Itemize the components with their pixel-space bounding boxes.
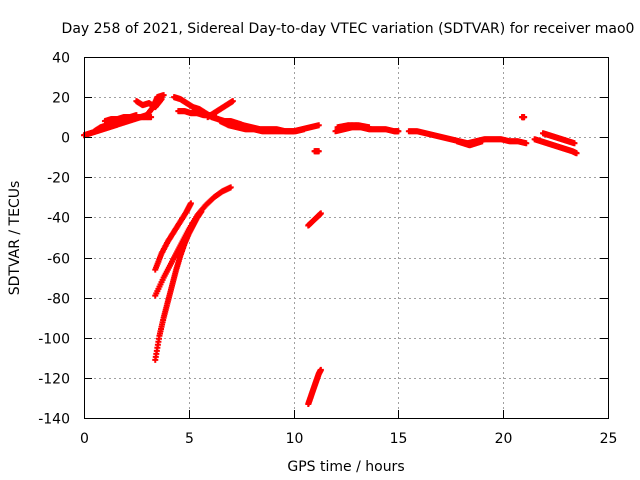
y-tick-label: 20: [52, 91, 70, 107]
data-point: [198, 208, 205, 215]
data-point: [301, 126, 308, 133]
plot-frame: [84, 57, 609, 419]
series-track-s: [152, 208, 205, 363]
series-track-q: [152, 200, 194, 273]
y-tick-labels: 40 20 0 -20 -40 -60 -80 -100 -120 -140: [38, 51, 70, 428]
data-point: [317, 210, 324, 217]
x-tick-label: 15: [390, 431, 408, 447]
y-tick-label: 40: [52, 51, 70, 67]
x-tick-label: 10: [286, 431, 304, 447]
y-tick-label: -20: [47, 171, 70, 187]
y-tick-label: -40: [47, 211, 70, 227]
chart-title: Day 258 of 2021, Sidereal Day-to-day VTE…: [62, 21, 635, 37]
data-point: [160, 92, 167, 99]
y-tick-label: -100: [38, 332, 70, 348]
x-axis-label: GPS time / hours: [287, 459, 404, 475]
series-track-c: [101, 112, 140, 125]
data-points: [81, 92, 580, 407]
y-tick-label: -80: [47, 292, 70, 308]
data-point: [573, 150, 580, 157]
data-point: [317, 366, 324, 373]
series-track-n: [540, 130, 578, 147]
y-tick-label: 0: [61, 131, 70, 147]
series-track-d: [133, 96, 165, 111]
data-point: [479, 138, 486, 145]
y-tick-label: -120: [38, 372, 70, 388]
series-track-t: [305, 210, 324, 229]
series-track-l: [454, 138, 486, 149]
x-tick-label: 20: [495, 431, 513, 447]
data-point: [366, 124, 373, 131]
series-track-u: [305, 366, 324, 407]
x-tick-labels: 0 5 10 15 20 25: [80, 431, 617, 447]
series-track-p: [311, 148, 322, 155]
data-point: [523, 140, 530, 147]
data-point: [315, 148, 322, 155]
axis-ticks: [84, 57, 609, 419]
series-track-h: [217, 118, 308, 135]
series-track-m: [531, 136, 580, 157]
series-track-o: [519, 114, 528, 121]
data-point: [571, 140, 578, 147]
data-point: [133, 112, 140, 119]
series-track-j: [334, 122, 373, 131]
series-track-g: [204, 98, 236, 121]
grid-lines: [84, 57, 608, 418]
data-point: [158, 96, 165, 103]
data-point: [521, 114, 528, 121]
x-tick-label: 25: [600, 431, 618, 447]
data-point: [395, 128, 402, 135]
y-tick-label: -140: [38, 412, 70, 428]
data-point: [229, 98, 236, 105]
x-tick-label: 5: [185, 431, 194, 447]
data-point: [148, 114, 155, 121]
data-point: [187, 200, 194, 207]
y-axis-label: SDTVAR / TECUs: [7, 181, 23, 296]
x-tick-label: 0: [80, 431, 89, 447]
y-tick-label: -60: [47, 252, 70, 268]
data-point: [227, 184, 234, 191]
data-point: [213, 114, 220, 121]
data-point: [315, 122, 322, 129]
